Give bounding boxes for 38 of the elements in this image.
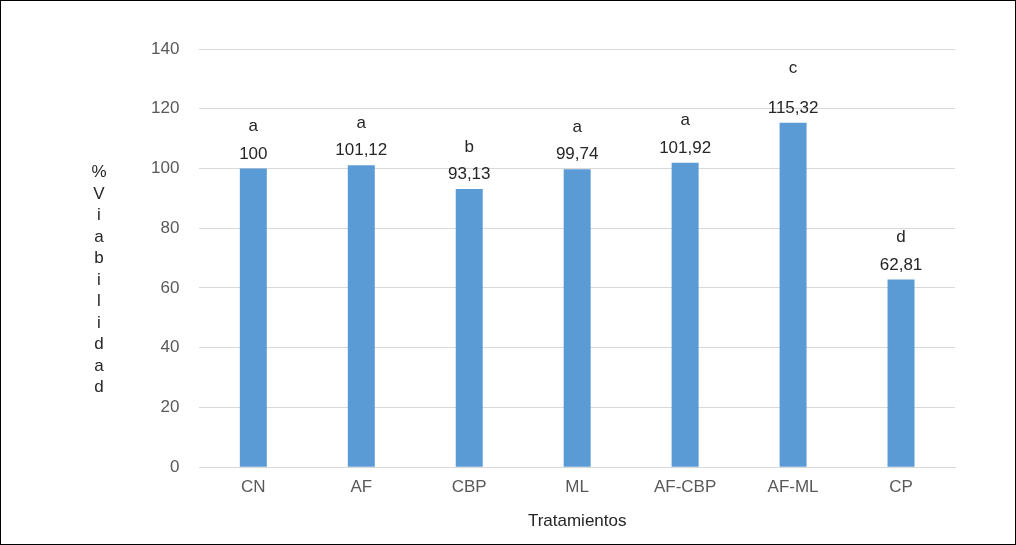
- y-tick-label: 60: [160, 277, 180, 297]
- annotation: c: [788, 58, 798, 78]
- y-tick-label: 40: [160, 337, 180, 357]
- x-tick-label: CBP: [451, 477, 487, 497]
- bar: [887, 279, 915, 467]
- data-label: 101,12: [335, 140, 388, 160]
- x-tick-label: CP: [889, 477, 913, 497]
- y-tick-label: 120: [150, 98, 180, 118]
- x-axis-title: Tratamientos: [527, 511, 627, 531]
- bar: [671, 162, 699, 467]
- bar: [563, 169, 591, 467]
- y-tick-label: 0: [169, 456, 180, 476]
- data-label: 99,74: [555, 144, 599, 164]
- bar: [239, 168, 267, 467]
- bar: [779, 122, 807, 467]
- annotation: a: [356, 112, 367, 132]
- x-tick-label: ML: [565, 477, 589, 497]
- bar: [347, 165, 375, 467]
- data-label: 115,32: [767, 97, 819, 117]
- annotation: a: [248, 116, 259, 136]
- y-tick-label: 20: [160, 397, 180, 417]
- x-tick-label: AF-ML: [767, 477, 819, 497]
- data-label: 101,92: [659, 137, 712, 157]
- y-tick-label: 100: [150, 158, 180, 178]
- x-tick-label: AF-CBP: [653, 477, 717, 497]
- bar: [455, 189, 483, 467]
- annotation: b: [464, 136, 474, 156]
- data-label: 93,13: [447, 164, 491, 184]
- annotation: a: [572, 116, 583, 136]
- y-tick-label: 140: [150, 38, 180, 58]
- x-tick-label: AF: [350, 477, 373, 497]
- text: % Viabilidad: [91, 162, 107, 396]
- data-label: 62,81: [879, 254, 923, 274]
- annotation: a: [680, 110, 691, 130]
- x-tick-label: CN: [241, 477, 266, 497]
- annotation: d: [896, 227, 906, 247]
- data-label: 100: [239, 143, 268, 163]
- y-tick-label: 80: [160, 217, 180, 237]
